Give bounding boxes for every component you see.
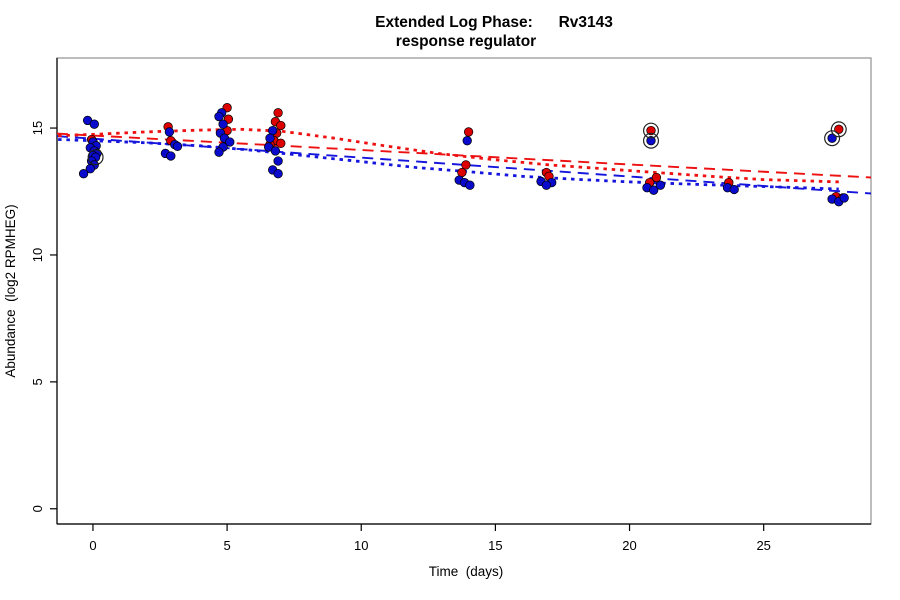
data-point-blue <box>166 151 176 161</box>
outlier-ring <box>824 130 841 147</box>
x-tick-label: 10 <box>354 538 368 553</box>
y-tick-label: 10 <box>30 248 45 262</box>
y-tick-label: 5 <box>30 378 45 385</box>
data-point-blue <box>541 180 552 190</box>
y-tick-label: 15 <box>30 121 45 135</box>
data-point-blue <box>85 164 95 174</box>
data-point-blue <box>273 156 283 166</box>
data-point-blue <box>265 133 275 143</box>
data-point-red <box>276 138 286 148</box>
data-point-red <box>646 125 656 136</box>
outlier-ring <box>642 132 659 149</box>
data-point-blue <box>218 119 228 129</box>
data-point-red <box>276 120 286 131</box>
data-point-red <box>273 108 283 118</box>
data-point-blue <box>78 169 89 179</box>
data-point-blue <box>214 147 224 157</box>
data-point-blue <box>465 180 475 190</box>
data-point-blue <box>89 119 99 129</box>
chart-title: Extended Log Phase: Rv3143 <box>375 14 613 31</box>
y-tick-label: 0 <box>30 505 45 512</box>
data-point-blue <box>172 141 183 151</box>
x-tick-label: 20 <box>622 538 636 553</box>
data-point-blue <box>225 137 235 147</box>
y-axis-label: Abundance (log2 RPMHEG) <box>3 204 18 377</box>
outlier-ring <box>642 122 659 139</box>
plot-layer: 0 5 10 15 20 25 0 5 10 15 <box>30 57 872 553</box>
data-point-blue <box>270 146 281 156</box>
chart-subtitle: response regulator <box>396 33 536 50</box>
data-point-blue <box>214 111 224 122</box>
plot-box <box>56 57 872 525</box>
data-point-blue <box>273 169 283 179</box>
red-linear-fit-dashed <box>56 132 872 179</box>
data-point-blue <box>649 185 659 195</box>
x-tick-label: 15 <box>488 538 502 553</box>
data-point-blue <box>827 133 837 143</box>
blue-lowess-dotted <box>58 138 839 191</box>
data-point-blue <box>462 136 472 146</box>
data-point-blue <box>646 136 656 146</box>
data-point-red <box>463 127 474 137</box>
x-tick-label: 25 <box>756 538 770 553</box>
x-axis-label: Time (days) <box>429 564 504 579</box>
data-point-blue <box>164 127 175 137</box>
data-point-red <box>461 160 471 170</box>
x-tick-label: 5 <box>223 538 230 553</box>
outlier-ring <box>87 149 104 166</box>
x-tick-label: 0 <box>89 538 96 553</box>
red-lowess-dotted <box>58 127 839 184</box>
data-point-blue <box>655 180 666 190</box>
data-point-blue <box>729 184 739 195</box>
data-point-red <box>834 124 844 134</box>
data-point-red <box>651 172 662 183</box>
data-point-blue <box>839 193 849 203</box>
